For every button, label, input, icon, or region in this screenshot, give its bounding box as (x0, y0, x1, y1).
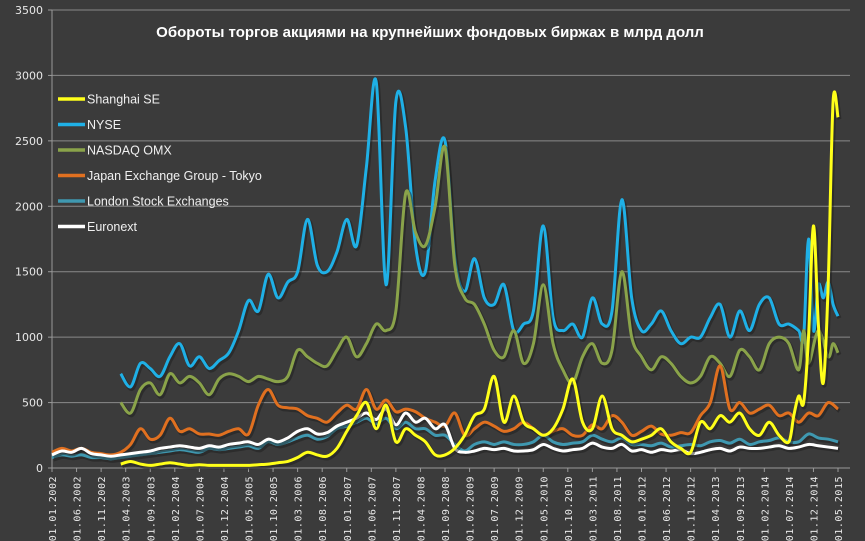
x-tick-label: 01.09.2003 (146, 476, 157, 541)
series-line-shanghai-se (120, 90, 840, 467)
y-tick-label: 500 (22, 397, 43, 410)
legend-label-nyse: NYSE (87, 118, 121, 132)
x-tick-label: 01.04.2003 (122, 476, 133, 541)
x-tick-label: 01.06.2002 (73, 476, 84, 541)
x-tick-label: 01.11.2007 (392, 476, 403, 541)
x-tick-label: 01.01.2002 (48, 476, 59, 541)
y-tick-label: 3000 (15, 69, 43, 82)
series-line-euronext (51, 407, 839, 458)
x-tick-label: 01.05.2015 (834, 476, 845, 541)
legend-label-euronext: Euronext (87, 220, 138, 234)
y-axis: 0 500 1000 1500 2000 2500 3000 3500 (15, 4, 53, 475)
x-tick-label: 01.11.2002 (97, 476, 108, 541)
y-tick-label: 0 (36, 462, 43, 475)
legend-label-london-stock-exchanges: London Stock Exchanges (87, 195, 229, 209)
legend: Shanghai SE NYSE NASDAQ OMX Japan Exchange … (58, 93, 262, 234)
y-tick-label: 3500 (15, 4, 43, 17)
y-tick-label: 2000 (15, 200, 43, 213)
x-tick-label: 01.12.2009 (515, 476, 526, 541)
x-tick-label: 01.07.2014 (785, 476, 796, 541)
x-tick-label: 01.02.2004 (171, 476, 182, 541)
x-tick-label: 01.03.2011 (588, 476, 599, 541)
series-lines (51, 77, 842, 470)
x-tick-label: 01.05.2010 (539, 476, 550, 541)
y-tick-label: 2500 (15, 135, 43, 148)
x-tick-label: 01.08.2006 (318, 476, 329, 541)
legend-label-nasdaq-omx: NASDAQ OMX (87, 144, 172, 158)
series-line-london-stock-exchanges (51, 416, 839, 461)
series-line-nyse (119, 77, 840, 389)
x-tick-label: 01.07.2009 (490, 476, 501, 541)
x-tick-label: 01.06.2007 (367, 476, 378, 541)
x-tick-label: 01.09.2008 (441, 476, 452, 541)
x-tick-label: 01.01.2012 (638, 476, 649, 541)
gridlines (52, 9, 850, 404)
x-tick-label: 01.11.2012 (687, 476, 698, 541)
x-tick-label: 01.09.2013 (736, 476, 747, 541)
x-tick-label: 01.12.2004 (220, 476, 231, 541)
x-tick-label: 01.08.2011 (613, 476, 624, 541)
x-tick-label: 01.10.2005 (269, 476, 280, 541)
legend-label-shanghai-se: Shanghai SE (87, 93, 160, 107)
x-tick-label: 01.10.2010 (564, 476, 575, 541)
x-axis: 01.01.2002 01.06.2002 01.11.2002 01.04.2003… (48, 467, 850, 541)
legend-label-japan-exchange-group-tokyo: Japan Exchange Group - Tokyo (87, 169, 262, 183)
x-tick-label: 01.02.2009 (466, 476, 477, 541)
series-line-nasdaq-omx (119, 144, 840, 415)
x-tick-label: 01.12.2014 (809, 476, 820, 541)
chart-title: Обороты торгов акциями на крупнейших фон… (156, 24, 704, 41)
x-tick-label: 01.02.2014 (760, 476, 771, 541)
y-tick-label: 1500 (15, 266, 43, 279)
y-tick-label: 1000 (15, 331, 43, 344)
x-tick-label: 01.05.2005 (245, 476, 256, 541)
x-tick-label: 01.03.2006 (294, 476, 305, 541)
x-tick-label: 01.07.2004 (195, 476, 206, 541)
x-tick-label: 01.01.2007 (343, 476, 354, 541)
x-tick-label: 01.04.2008 (416, 476, 427, 541)
x-tick-label: 01.04.2013 (711, 476, 722, 541)
x-tick-label: 01.06.2012 (662, 476, 673, 541)
